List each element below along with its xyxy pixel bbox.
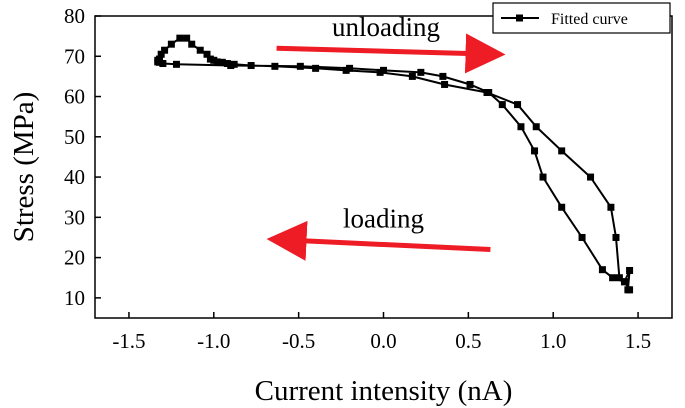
x-tick-label: -1.0 [197,329,230,353]
data-point [183,34,191,42]
data-point [485,89,493,97]
data-point [296,62,304,70]
data-point [558,147,566,155]
data-point [176,34,184,42]
y-tick-label: 20 [64,246,85,270]
data-point [203,50,211,58]
x-tick-label: 0.0 [370,329,396,353]
x-tick-label: -0.5 [282,329,315,353]
data-point [247,62,255,70]
data-point [380,66,387,74]
annotations: unloading loading [266,12,506,261]
data-point [615,274,623,282]
axes [94,15,673,319]
data-point [227,62,235,70]
data-point [439,72,447,80]
y-tick-label: 60 [64,85,85,109]
y-tick-label: 40 [64,165,85,189]
data-point [218,58,226,66]
x-tick-label: -1.5 [112,329,145,353]
series [154,34,634,294]
data-point [558,203,566,211]
data-point [161,46,169,54]
data-point [159,60,167,68]
annotation-arrow [266,220,491,261]
data-point [206,55,214,63]
annotation-label: unloading [332,12,440,42]
data-point [612,233,620,241]
data-point [587,173,595,181]
x-tick-label: 1.0 [540,329,566,353]
data-point [514,101,522,109]
data-point [441,80,449,88]
y-tick-label: 10 [64,286,85,310]
data-point [578,233,586,241]
plot-frame [94,15,673,319]
ticks: -1.5 -1.0 -0.5 0.0 0.5 1.0 1.5 10 20 30 40 50 60 70 80 [64,4,651,353]
data-point [626,266,634,274]
data-point [532,123,540,131]
y-tick-label: 30 [64,205,85,229]
data-point [620,278,628,286]
data-point [346,64,354,72]
data-point [172,60,180,68]
y-tick-label: 80 [64,4,85,28]
data-point [408,72,416,80]
legend: Fitted curve [492,2,671,34]
legend-label: Fitted curve [551,11,628,28]
data-point [598,266,606,274]
x-tick-label: 1.5 [625,329,651,353]
data-point [417,68,425,76]
annotation-arrow [276,33,506,74]
data-point [626,286,634,294]
x-tick-label: 0.5 [455,329,481,353]
data-point [498,101,506,109]
y-tick-label: 50 [64,125,85,149]
y-tick-label: 70 [64,44,85,68]
data-point [539,173,547,181]
data-point [517,123,525,131]
data-point [531,147,539,155]
data-point [188,40,196,48]
x-axis-title: Current intensity (nA) [255,375,513,407]
data-point [157,50,165,58]
legend-marker [516,14,523,22]
annotation-label: loading [343,203,424,233]
data-point [271,62,279,70]
data-point [312,64,320,72]
series-line [156,37,631,291]
data-point [607,203,615,211]
data-point [167,40,175,48]
y-axis-title: Stress (MPa) [8,92,40,243]
data-point [196,46,204,54]
data-point [466,80,474,88]
data-point [609,274,617,282]
